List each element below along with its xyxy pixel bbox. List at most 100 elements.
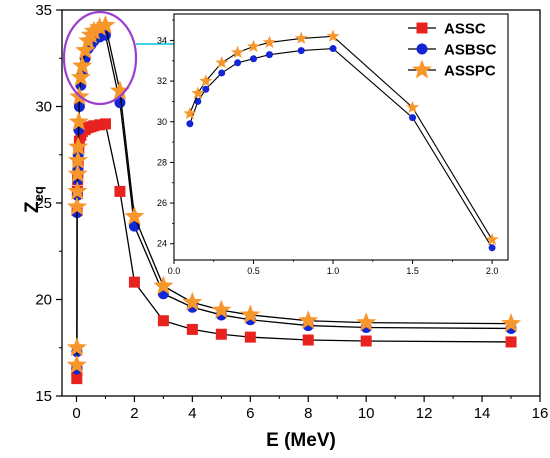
legend-label: ASBSC <box>444 42 497 59</box>
inset-data-point <box>326 29 340 42</box>
x-tick-label: 8 <box>304 405 312 422</box>
data-point <box>68 111 89 131</box>
inset-series-asspc <box>183 29 499 246</box>
legend-label: ASSPC <box>444 63 496 80</box>
inset-data-point <box>186 120 194 128</box>
inset-data-point <box>218 69 226 77</box>
inset-data-point <box>406 100 420 114</box>
inset-data-point <box>194 97 202 105</box>
x-tick-label: 16 <box>532 405 549 422</box>
main-series-layer <box>66 14 522 385</box>
y-tick-label: 25 <box>35 195 52 212</box>
x-tick-label: 0 <box>72 405 80 422</box>
data-point <box>153 275 174 295</box>
inset-data-point <box>191 86 205 99</box>
inset-x-tick-label: 2.0 <box>486 266 499 276</box>
data-point <box>75 39 96 60</box>
data-point <box>66 354 87 374</box>
legend-marker-square <box>416 22 428 34</box>
inset-data-point <box>485 232 499 246</box>
data-point <box>186 323 198 335</box>
data-point <box>211 299 232 319</box>
x-tick-label: 2 <box>130 405 138 422</box>
data-point <box>67 163 88 183</box>
inset-axis-ticks: 0.0 0.5 1.0 1.5 2.0 24 26 28 30 32 34 <box>157 19 499 276</box>
inset-data-point <box>215 55 229 69</box>
inset-y-tick-label: 30 <box>157 117 167 127</box>
inset-data-point <box>199 74 213 87</box>
highlight-ellipse <box>62 10 138 106</box>
inset-x-tick-label: 1.0 <box>327 266 340 276</box>
y-tick-label: 20 <box>35 292 52 309</box>
x-tick-label: 6 <box>246 405 254 422</box>
x-tick-label: 14 <box>474 405 491 422</box>
data-point <box>67 196 88 216</box>
inset-x-tick-label: 0.5 <box>247 266 260 276</box>
inset-y-tick-label: 32 <box>157 76 167 86</box>
legend-label: ASSC <box>444 21 486 38</box>
data-point <box>99 118 111 130</box>
legend: ASSC ASBSC ASSPC <box>408 21 497 80</box>
inset-series-asbsc <box>186 45 496 252</box>
legend-marker-circle <box>416 43 428 55</box>
inset-data-point <box>294 31 308 44</box>
inset-data-point <box>250 55 258 63</box>
data-point <box>244 331 256 343</box>
y-axis-title: Zeq <box>22 186 46 213</box>
legend-entry-asspc: ASSPC <box>408 59 496 80</box>
y-axis-title-subscript: eq <box>31 186 46 201</box>
y-axis-title-main: Z <box>22 201 43 213</box>
legend-entry-assc: ASSC <box>408 21 486 38</box>
data-point <box>71 373 83 385</box>
x-tick-label: 10 <box>358 405 375 422</box>
data-point <box>215 328 227 340</box>
data-point <box>66 337 87 357</box>
inset-data-point <box>409 114 417 122</box>
data-point <box>95 14 116 34</box>
data-point <box>128 276 140 288</box>
inset-data-point <box>297 47 305 55</box>
data-point <box>94 119 106 131</box>
inset-x-tick-label: 1.5 <box>406 266 419 276</box>
legend-marker-star <box>411 59 433 79</box>
data-point <box>356 312 377 332</box>
inset-y-tick-label: 28 <box>157 157 167 167</box>
data-point <box>114 185 126 197</box>
x-tick-label: 12 <box>416 405 433 422</box>
data-point <box>360 335 372 347</box>
inset-data-point <box>247 39 261 53</box>
data-point <box>67 150 88 170</box>
x-tick-label: 4 <box>188 405 196 422</box>
data-point <box>72 55 93 75</box>
inset-data-point <box>202 85 210 93</box>
inset-data-point <box>488 244 496 252</box>
data-point <box>70 67 91 87</box>
series-asspc <box>66 14 522 374</box>
data-point <box>124 205 145 226</box>
inset-data-point <box>231 45 245 59</box>
data-point <box>505 336 517 348</box>
inset-series-layer <box>183 29 499 252</box>
data-point <box>83 20 104 40</box>
x-axis-title: E (MeV) <box>266 430 336 451</box>
inset-data-point <box>262 35 276 48</box>
inset-data-point <box>183 106 197 120</box>
inset-y-tick-label: 24 <box>157 239 167 249</box>
inset-y-tick-label: 26 <box>157 198 167 208</box>
data-point <box>302 334 314 346</box>
y-tick-label: 15 <box>35 388 52 405</box>
inset-data-point <box>329 45 337 53</box>
data-point <box>182 291 203 311</box>
data-point <box>67 180 88 200</box>
y-tick-label: 35 <box>35 2 52 19</box>
inset-data-point <box>234 59 242 67</box>
y-tick-label: 30 <box>35 99 52 116</box>
data-point <box>109 80 130 100</box>
inset-y-tick-label: 34 <box>157 35 167 45</box>
inset-x-tick-label: 0.0 <box>168 266 181 276</box>
inset-data-point <box>265 51 273 59</box>
data-point <box>298 310 319 330</box>
data-point <box>89 16 110 36</box>
